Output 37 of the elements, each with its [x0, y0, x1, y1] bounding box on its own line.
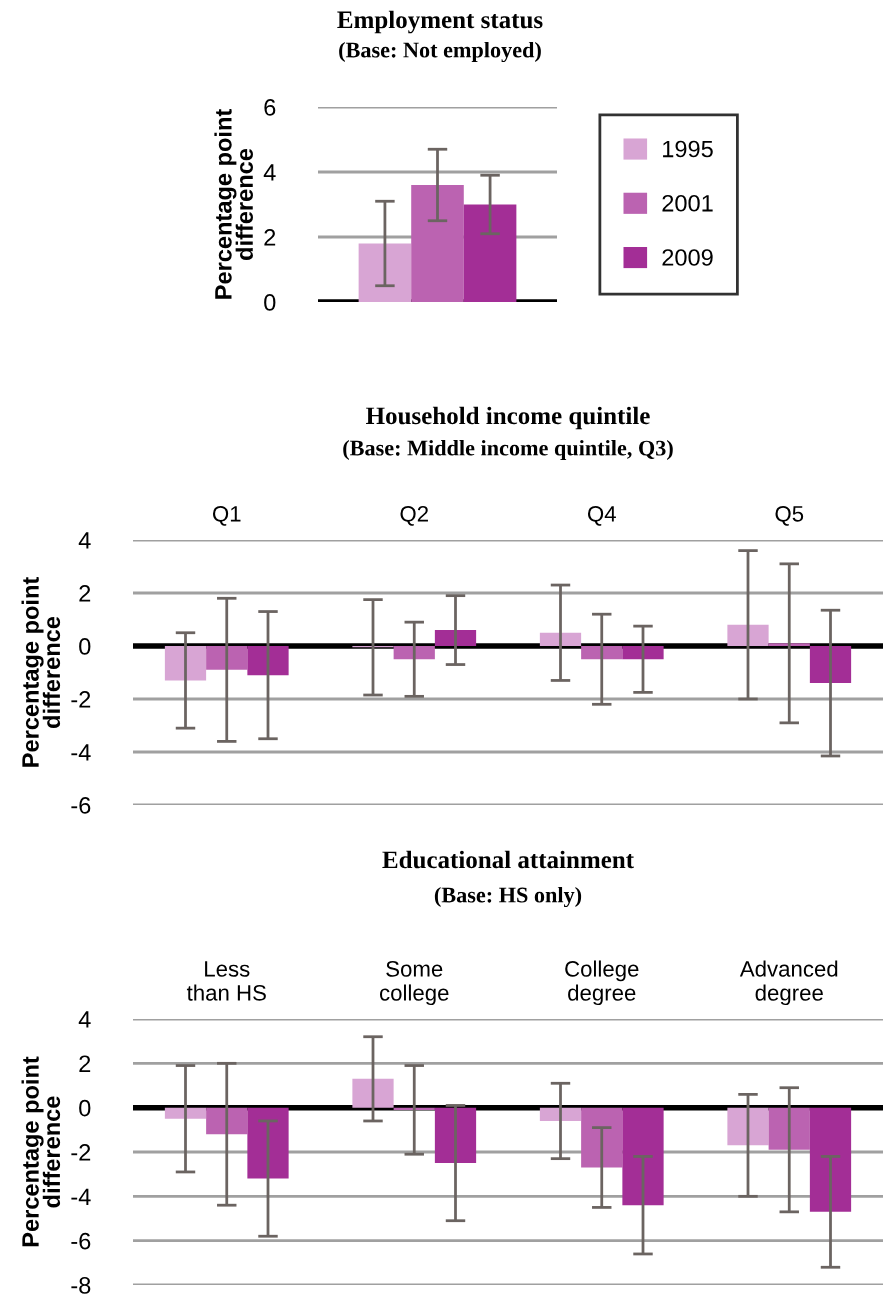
y-tick-label: -8: [71, 1277, 91, 1294]
chart-title: Educational attainment: [382, 850, 634, 869]
y-tick-label: 2: [79, 585, 91, 602]
legend-label: 2009: [662, 249, 713, 266]
y-tick-label: -4: [71, 744, 91, 761]
y-tick-label: -2: [71, 1144, 91, 1161]
x-tick-label: Q1: [212, 505, 241, 526]
y-tick-label: 4: [263, 164, 276, 181]
chart-subtitle: (Base: HS only): [434, 886, 582, 908]
y-tick-label: 4: [78, 532, 91, 549]
y-tick-label: -4: [71, 1188, 91, 1205]
x-tick-label: College degree: [565, 960, 639, 1006]
x-tick-label: Less than HS: [186, 961, 266, 1001]
x-tick-label: Q2: [400, 505, 428, 526]
y-tick-label: -6: [71, 1232, 91, 1250]
chart-title: Household income quintile: [366, 406, 650, 430]
x-tick-label: Q5: [775, 505, 804, 526]
y-axis-title: Percentage point difference: [214, 109, 253, 299]
chart-subtitle: (Base: Not employed): [339, 41, 541, 63]
chart-title: Employment status: [337, 10, 543, 34]
y-tick-label: 6: [264, 99, 276, 116]
legend-label: 1995: [663, 140, 713, 158]
y-tick-label: 0: [79, 638, 91, 655]
y-tick-label: -6: [71, 797, 91, 814]
y-tick-label: 0: [264, 294, 276, 311]
y-axis-title: Percentage point difference: [21, 577, 61, 767]
x-tick-label: Advanced degree: [739, 960, 838, 1006]
y-tick-label: 2: [79, 1055, 91, 1072]
x-tick-label: Some college: [379, 961, 449, 1006]
y-tick-label: -2: [71, 691, 91, 708]
y-tick-label: 4: [78, 1011, 91, 1028]
y-axis-title: Percentage point difference: [21, 1056, 61, 1247]
y-tick-label: 0: [79, 1099, 91, 1117]
legend-label: 2001: [662, 194, 713, 212]
chart-subtitle: (Base: Middle income quintile, Q3): [343, 439, 673, 461]
x-tick-label: Q4: [587, 505, 616, 526]
y-tick-label: 2: [264, 229, 276, 246]
